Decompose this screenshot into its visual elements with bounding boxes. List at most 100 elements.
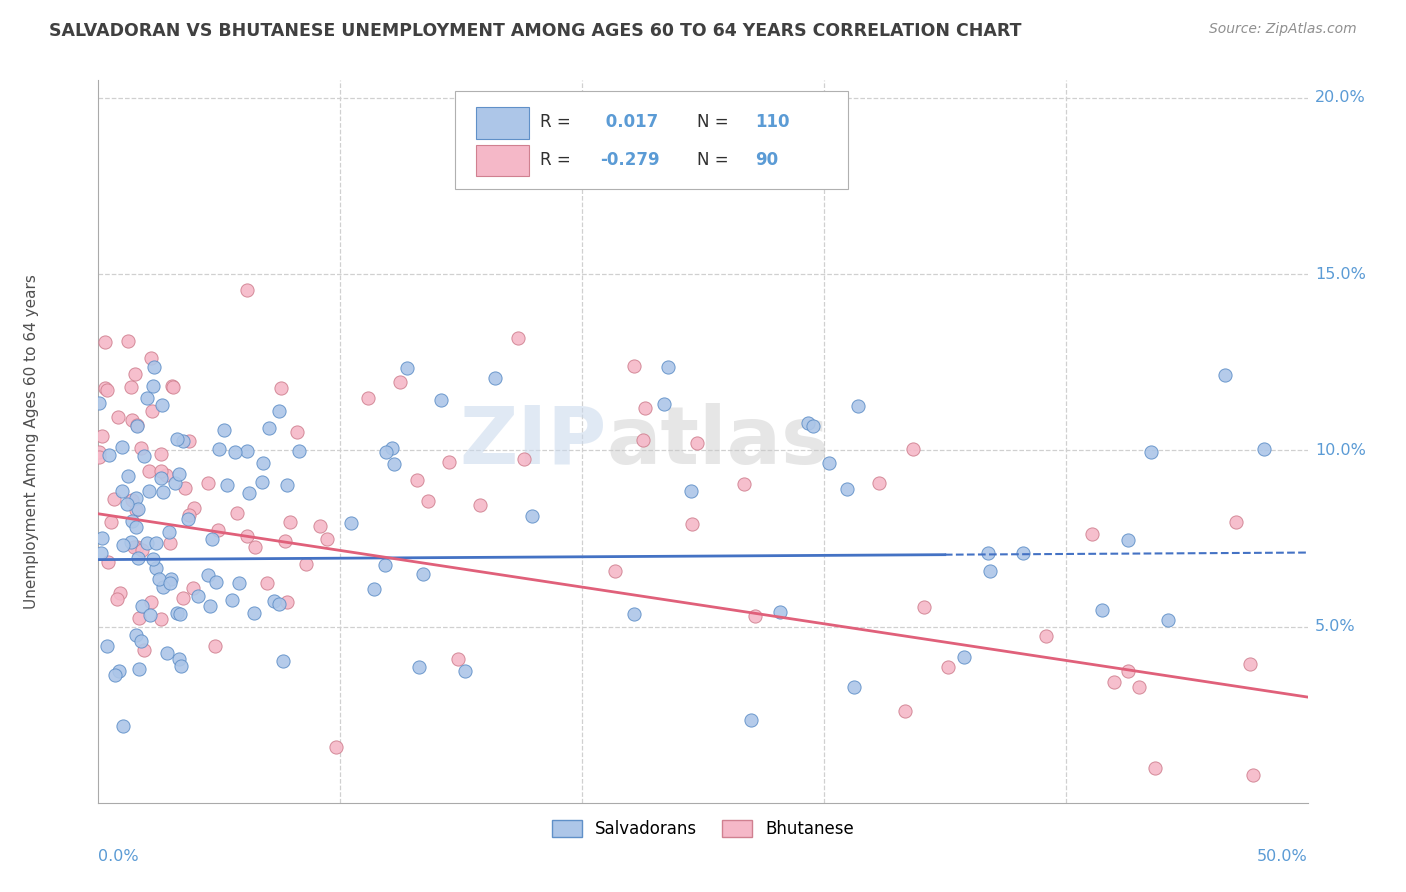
- Point: [1102, 675, 1125, 690]
- Point: [1035, 629, 1057, 643]
- Point: [115, 497, 138, 511]
- Point: [242, 606, 264, 620]
- Point: [121, 492, 143, 507]
- Point: [112, 538, 135, 552]
- Point: [197, 568, 219, 582]
- Point: [139, 608, 162, 623]
- Point: [183, 500, 205, 515]
- Point: [207, 523, 229, 537]
- Text: Source: ZipAtlas.com: Source: ZipAtlas.com: [1209, 22, 1357, 37]
- Point: [437, 455, 460, 469]
- Point: [357, 391, 380, 405]
- Point: [110, 483, 132, 498]
- Point: [1144, 761, 1167, 775]
- Point: [1091, 602, 1114, 616]
- Point: [374, 558, 396, 572]
- Point: [801, 418, 824, 433]
- Point: [145, 561, 167, 575]
- Point: [149, 612, 172, 626]
- Point: [183, 581, 205, 595]
- Point: [276, 595, 298, 609]
- Text: 50.0%: 50.0%: [1257, 848, 1308, 863]
- Point: [127, 502, 149, 516]
- Point: [177, 434, 200, 449]
- Point: [228, 575, 250, 590]
- Point: [236, 283, 259, 297]
- Point: [363, 582, 385, 597]
- Point: [149, 447, 172, 461]
- Point: [87, 395, 110, 409]
- Point: [152, 580, 174, 594]
- Text: 15.0%: 15.0%: [1315, 267, 1365, 282]
- Point: [124, 540, 146, 554]
- Point: [142, 551, 165, 566]
- Point: [603, 564, 626, 578]
- Point: [952, 649, 974, 664]
- Point: [381, 442, 404, 456]
- Point: [172, 434, 194, 448]
- Point: [225, 506, 247, 520]
- Point: [121, 514, 143, 528]
- Point: [131, 543, 153, 558]
- Point: [1225, 516, 1247, 530]
- Point: [105, 591, 128, 606]
- Point: [631, 433, 654, 447]
- Point: [128, 662, 150, 676]
- Point: [131, 599, 153, 614]
- Point: [316, 532, 339, 546]
- Point: [121, 412, 143, 426]
- Point: [150, 471, 173, 485]
- Point: [129, 633, 152, 648]
- Point: [159, 536, 181, 550]
- Text: 0.0%: 0.0%: [98, 848, 139, 863]
- Point: [267, 598, 290, 612]
- Point: [844, 680, 866, 694]
- Point: [111, 440, 134, 454]
- Point: [197, 476, 219, 491]
- Point: [160, 379, 183, 393]
- Point: [288, 443, 311, 458]
- Point: [208, 442, 231, 456]
- Point: [90, 531, 112, 545]
- FancyBboxPatch shape: [475, 145, 529, 177]
- FancyBboxPatch shape: [456, 91, 848, 189]
- Point: [681, 516, 703, 531]
- Point: [132, 449, 155, 463]
- Point: [278, 515, 301, 529]
- Point: [285, 425, 308, 439]
- Text: N =: N =: [697, 113, 734, 131]
- Text: R =: R =: [540, 151, 576, 169]
- Point: [90, 546, 112, 560]
- Point: [654, 396, 676, 410]
- Point: [1139, 444, 1161, 458]
- Point: [340, 516, 363, 530]
- Point: [818, 456, 841, 470]
- Point: [256, 576, 278, 591]
- Point: [453, 664, 475, 678]
- Point: [201, 533, 224, 547]
- Text: 90: 90: [755, 151, 778, 169]
- Point: [89, 450, 111, 464]
- Point: [152, 485, 174, 500]
- Point: [135, 391, 157, 405]
- Point: [141, 404, 163, 418]
- Point: [108, 586, 131, 600]
- Text: -0.279: -0.279: [600, 151, 659, 169]
- Point: [127, 417, 149, 432]
- Point: [221, 592, 243, 607]
- Point: [166, 606, 188, 620]
- Point: [166, 432, 188, 446]
- Point: [744, 609, 766, 624]
- Point: [238, 486, 260, 500]
- Point: [177, 508, 200, 522]
- Point: [138, 484, 160, 499]
- Point: [681, 484, 703, 499]
- Point: [252, 475, 274, 490]
- Point: [484, 371, 506, 385]
- Point: [97, 555, 120, 569]
- Point: [295, 558, 318, 572]
- Point: [623, 607, 645, 621]
- Point: [124, 367, 146, 381]
- Point: [912, 600, 935, 615]
- Point: [143, 360, 166, 375]
